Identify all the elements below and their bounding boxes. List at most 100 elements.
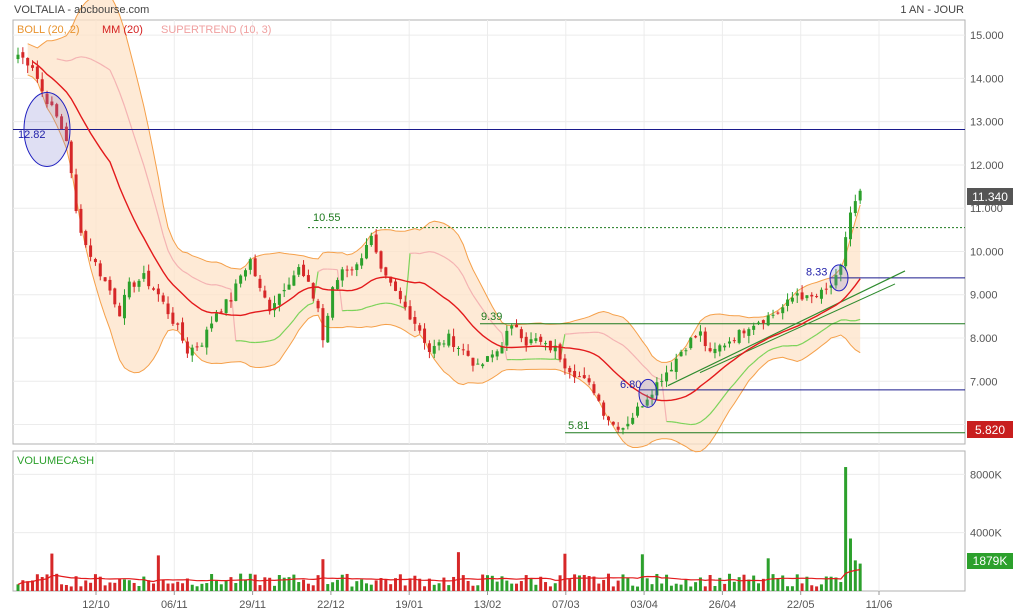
supertrend-segment <box>376 303 382 306</box>
candle-body <box>558 344 562 360</box>
supertrend-segment <box>90 58 96 62</box>
candle-body <box>273 303 277 311</box>
candle-body <box>490 354 494 358</box>
candle-body <box>205 329 209 348</box>
volume-bar <box>374 580 378 591</box>
candle-body <box>752 325 756 330</box>
volume-bar <box>340 574 344 591</box>
candle-body <box>103 277 107 282</box>
candle-body <box>529 339 533 344</box>
volume-bar <box>40 576 44 591</box>
volume-bar <box>248 573 252 591</box>
candle-body <box>694 336 698 338</box>
volume-bar <box>490 575 494 591</box>
circle-marker <box>829 264 849 292</box>
candle-body <box>548 340 552 351</box>
volume-bar <box>529 578 533 591</box>
candle-body <box>611 421 615 425</box>
supertrend-segment <box>167 250 174 261</box>
candle-body <box>263 290 267 298</box>
volume-bar <box>723 583 727 591</box>
supertrend-segment <box>671 421 677 423</box>
date-tick-label: 12/10 <box>82 599 110 611</box>
candle-body <box>84 231 88 245</box>
volume-bar <box>89 582 93 591</box>
candle-body <box>665 372 669 382</box>
candle-body <box>374 234 378 253</box>
volume-bar <box>461 575 465 591</box>
candle-body <box>466 350 470 356</box>
supertrend-segment <box>845 319 851 322</box>
volume-bar <box>500 576 504 591</box>
supertrend-segment <box>443 256 450 261</box>
volume-average <box>17 569 861 585</box>
volume-bar <box>93 574 97 591</box>
volume-bar <box>471 585 475 591</box>
supertrend-segment <box>95 60 101 65</box>
bollinger-lower <box>27 74 861 453</box>
volume-bar <box>829 576 833 591</box>
volume-bar <box>805 576 809 591</box>
volume-bar <box>161 579 165 591</box>
supertrend-segment <box>162 234 169 251</box>
candle-body <box>98 263 102 277</box>
volume-bar <box>848 538 852 591</box>
volume-bar <box>234 583 238 591</box>
candle-body <box>413 317 417 324</box>
volume-bar <box>674 583 678 591</box>
volume-bar <box>268 577 272 591</box>
candle-body <box>253 258 257 277</box>
last-volume-label: 1879K <box>973 554 1008 568</box>
supertrend-segment <box>123 105 130 122</box>
supertrend-segment <box>695 421 701 425</box>
volume-average-line <box>17 569 861 585</box>
supertrend-segment <box>70 57 77 61</box>
candle-body <box>650 394 654 399</box>
candle-body <box>577 376 581 378</box>
supertrend-segment <box>143 165 150 183</box>
candle-body <box>597 394 601 401</box>
bollinger-upper <box>27 0 861 363</box>
volume-bar <box>360 579 364 591</box>
candle-body <box>408 306 412 320</box>
supertrend-segment <box>109 69 116 81</box>
candle-body <box>824 288 828 290</box>
volume-bar <box>689 586 693 591</box>
volume-bar <box>447 585 451 591</box>
supertrend-segment <box>119 92 126 107</box>
volume-bar <box>26 581 30 591</box>
volume-bar <box>118 578 122 591</box>
candle-body <box>16 54 20 60</box>
candle-body <box>539 336 543 342</box>
supertrend-segment <box>743 366 750 373</box>
supertrend-segment <box>825 323 832 329</box>
volume-bar <box>437 583 441 591</box>
candle-body <box>137 280 141 287</box>
candle-body <box>55 104 59 117</box>
volume-bar <box>592 576 596 591</box>
volume-bar <box>810 585 814 591</box>
supertrend-segment <box>763 350 769 355</box>
supertrend-segment <box>274 335 280 341</box>
volume-bar <box>321 559 325 591</box>
volume-bar <box>776 578 780 591</box>
candle-body <box>568 368 572 373</box>
candle-body <box>723 345 727 348</box>
candle-body <box>810 294 814 297</box>
supertrend-segment <box>308 302 314 306</box>
volume-bar <box>553 583 557 591</box>
volume-bar <box>684 579 688 591</box>
circle-marker <box>23 91 71 167</box>
supertrend-segment <box>400 305 406 309</box>
supertrend-segment <box>753 357 759 363</box>
volume-bar <box>103 585 107 591</box>
volume-bar <box>577 575 581 591</box>
candle-body <box>108 279 112 291</box>
candle-body <box>732 340 736 342</box>
date-tick-label: 03/04 <box>630 599 658 611</box>
volume-bars <box>16 467 862 591</box>
candle-body <box>142 273 146 279</box>
supertrend-segment <box>104 66 111 71</box>
supertrend-segment <box>700 418 706 423</box>
candle-body <box>69 141 73 174</box>
